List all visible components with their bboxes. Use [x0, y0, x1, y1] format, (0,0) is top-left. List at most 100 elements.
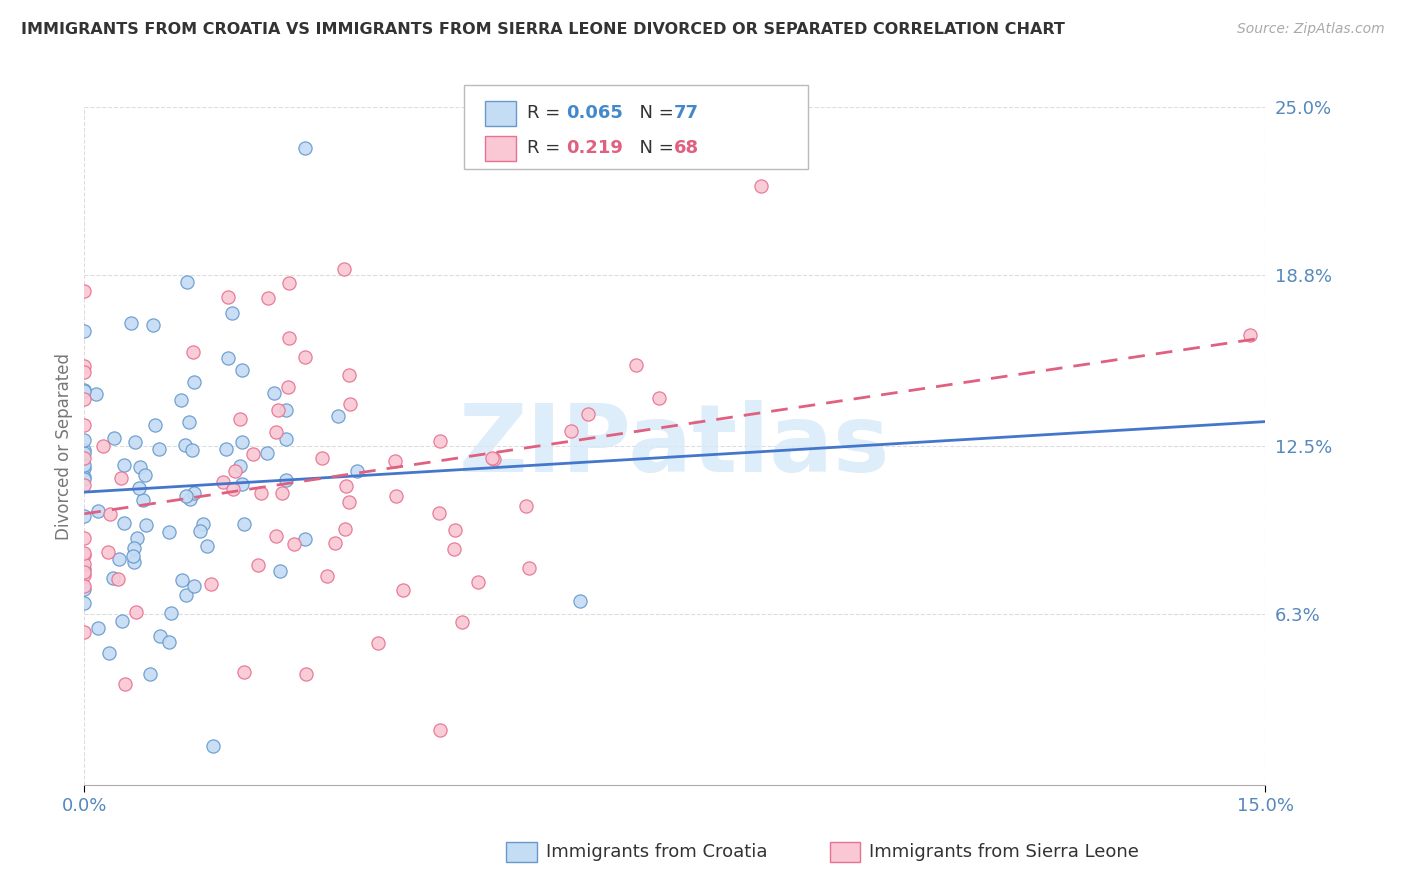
Point: [135, 518, 157, 533]
Point: [183, 485, 205, 500]
Point: [181, 344, 204, 359]
Point: [467, 574, 489, 589]
Point: [333, 522, 356, 536]
Point: [228, 459, 250, 474]
Point: [98, 646, 121, 660]
Point: [325, 536, 347, 550]
Point: [311, 451, 333, 466]
Text: R =: R =: [527, 104, 567, 122]
Text: Immigrants from Sierra Leone: Immigrants from Sierra Leone: [869, 843, 1139, 861]
Point: [73, 508, 96, 523]
Point: [384, 453, 406, 467]
Point: [217, 290, 239, 304]
Text: ZIPatlas: ZIPatlas: [460, 400, 890, 492]
Point: [143, 417, 166, 432]
Point: [122, 541, 145, 555]
Point: [183, 578, 205, 592]
Point: [73, 324, 96, 338]
Point: [367, 636, 389, 650]
Point: [179, 491, 201, 506]
Point: [212, 475, 235, 489]
Point: [427, 506, 450, 520]
Point: [576, 408, 599, 422]
Point: [73, 417, 96, 432]
Point: [443, 542, 465, 557]
Point: [122, 549, 145, 564]
Point: [269, 565, 291, 579]
Point: [73, 365, 96, 379]
Point: [73, 579, 96, 593]
Point: [148, 442, 170, 457]
Point: [73, 568, 96, 582]
Point: [429, 434, 451, 449]
Point: [73, 384, 96, 398]
Point: [125, 605, 148, 619]
Point: [87, 621, 110, 635]
Point: [91, 439, 114, 453]
Point: [264, 529, 287, 543]
Point: [274, 473, 297, 487]
Text: 0.065: 0.065: [567, 104, 623, 122]
Point: [122, 555, 145, 569]
Text: 68: 68: [673, 139, 699, 157]
Point: [179, 415, 201, 429]
Text: 77: 77: [673, 104, 699, 122]
Point: [229, 412, 252, 426]
Point: [256, 446, 278, 460]
Point: [451, 615, 474, 630]
Point: [169, 392, 191, 407]
Point: [333, 262, 356, 277]
Point: [73, 562, 96, 576]
Point: [328, 409, 350, 424]
Point: [385, 489, 408, 503]
Point: [73, 442, 96, 457]
Point: [339, 397, 361, 411]
Point: [73, 531, 96, 545]
Text: Immigrants from Croatia: Immigrants from Croatia: [546, 843, 768, 861]
Point: [160, 606, 183, 620]
Point: [221, 306, 243, 320]
Point: [263, 385, 285, 400]
Point: [180, 443, 202, 458]
Point: [176, 275, 198, 289]
Point: [249, 486, 271, 500]
Point: [197, 539, 219, 553]
Point: [278, 330, 301, 344]
Point: [111, 615, 134, 629]
Point: [125, 531, 148, 545]
Point: [84, 387, 107, 401]
Point: [339, 368, 361, 382]
Point: [110, 471, 132, 485]
Point: [283, 537, 305, 551]
Point: [231, 435, 253, 450]
Point: [242, 447, 264, 461]
Point: [97, 545, 120, 559]
Point: [120, 316, 142, 330]
Point: [295, 666, 318, 681]
Point: [107, 572, 129, 586]
Point: [87, 504, 110, 518]
Point: [101, 571, 124, 585]
Point: [149, 629, 172, 643]
Point: [224, 464, 246, 478]
Point: [444, 523, 467, 537]
Point: [73, 392, 96, 406]
Point: [157, 634, 180, 648]
Y-axis label: Divorced or Separated: Divorced or Separated: [55, 352, 73, 540]
Text: 0.219: 0.219: [567, 139, 623, 157]
Point: [73, 451, 96, 466]
Text: N =: N =: [628, 104, 681, 122]
Point: [128, 481, 150, 495]
Point: [215, 442, 238, 457]
Point: [73, 433, 96, 447]
Point: [264, 425, 287, 439]
Point: [648, 391, 671, 405]
Point: [294, 532, 316, 546]
Point: [124, 435, 146, 450]
Point: [515, 500, 537, 514]
Point: [103, 431, 125, 445]
Point: [429, 723, 451, 737]
Point: [294, 141, 316, 155]
Point: [247, 558, 270, 573]
Point: [294, 350, 316, 364]
